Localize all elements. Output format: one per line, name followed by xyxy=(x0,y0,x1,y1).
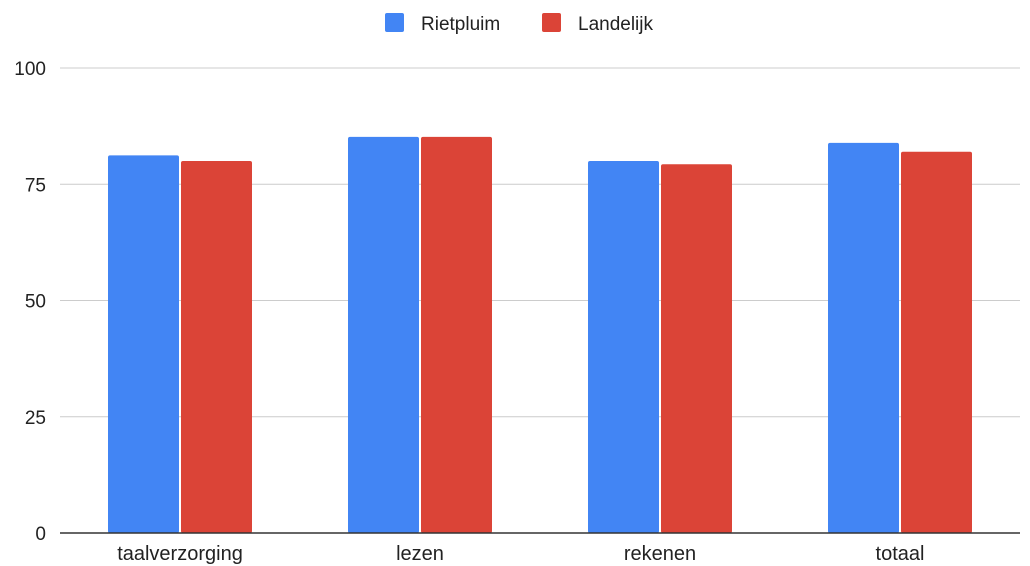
bar-rietpluim-lezen[interactable] xyxy=(348,136,419,533)
x-category-label: lezen xyxy=(396,543,444,565)
legend-item-landelijk[interactable]: Landelijk xyxy=(542,13,653,35)
bar-rietpluim-taalverzorging[interactable] xyxy=(108,155,179,534)
legend-swatch-rietpluim xyxy=(385,13,404,32)
legend-item-rietpluim[interactable]: Rietpluim xyxy=(385,13,500,35)
bar-landelijk-taalverzorging[interactable] xyxy=(181,161,252,533)
bars xyxy=(108,136,972,534)
y-tick-label: 100 xyxy=(14,59,46,80)
bar-rietpluim-rekenen[interactable] xyxy=(588,161,659,533)
x-category-label: rekenen xyxy=(624,543,696,565)
bar-landelijk-rekenen[interactable] xyxy=(661,164,732,533)
x-category-label: taalverzorging xyxy=(117,543,243,565)
legend: Rietpluim Landelijk xyxy=(385,13,653,35)
y-tick-label: 25 xyxy=(25,408,46,429)
legend-label-rietpluim: Rietpluim xyxy=(421,14,500,35)
bar-landelijk-totaal[interactable] xyxy=(901,151,972,533)
y-axis-tick-labels: 0 25 50 75 100 xyxy=(14,59,46,545)
y-tick-label: 75 xyxy=(25,175,46,196)
bar-rietpluim-totaal[interactable] xyxy=(828,142,899,534)
legend-swatch-landelijk xyxy=(542,13,561,32)
y-tick-label: 0 xyxy=(35,524,46,545)
x-axis-category-labels: taalverzorging lezen rekenen totaal xyxy=(117,543,924,565)
y-tick-label: 50 xyxy=(25,292,46,313)
bar-landelijk-lezen[interactable] xyxy=(421,136,492,533)
legend-label-landelijk: Landelijk xyxy=(578,14,653,35)
x-category-label: totaal xyxy=(876,543,925,565)
